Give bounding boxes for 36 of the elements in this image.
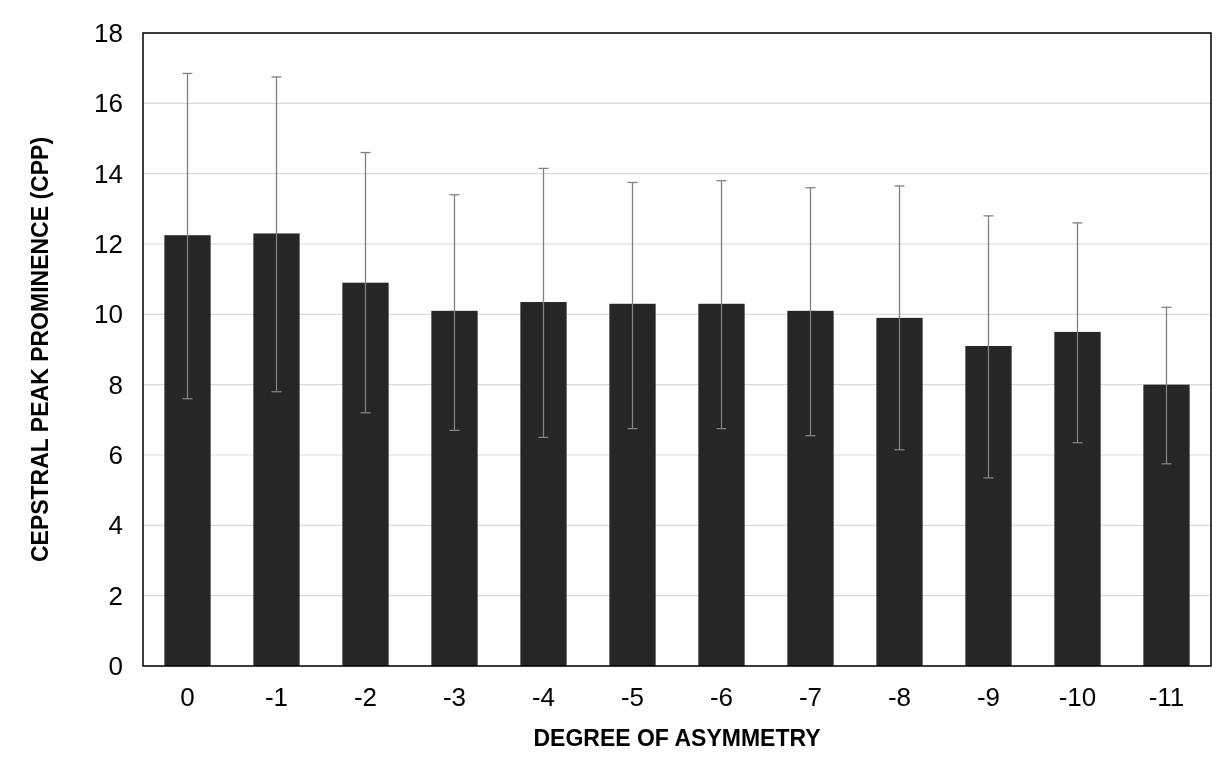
x-tick-label: -8 [887, 682, 912, 712]
x-tick-label: -2 [353, 682, 378, 712]
bar [609, 303, 656, 666]
x-axis-title: DEGREE OF ASYMMETRY [533, 725, 821, 751]
bar [876, 317, 923, 666]
bar [787, 310, 834, 666]
x-tick-label: -3 [442, 682, 467, 712]
bar [698, 303, 745, 666]
x-tick-label: -5 [620, 682, 645, 712]
y-tick-label: 2 [108, 580, 123, 611]
x-tick-label: -7 [798, 682, 823, 712]
x-tick-label: -11 [1148, 682, 1185, 712]
bar [431, 310, 478, 666]
y-tick-label: 0 [108, 651, 123, 681]
y-tick-label: 18 [94, 18, 123, 48]
bar [1143, 384, 1190, 666]
y-tick-label: 14 [94, 158, 123, 189]
bar [520, 302, 567, 666]
y-tick-label: 12 [94, 229, 123, 259]
x-tick-label: -10 [1058, 682, 1097, 712]
bar [253, 233, 300, 666]
bar [342, 282, 389, 666]
y-tick-label: 4 [108, 510, 123, 541]
y-axis-title: CEPSTRAL PEAK PROMINENCE (CPP) [27, 136, 53, 563]
bar [164, 235, 211, 666]
x-tick-label: -9 [976, 682, 1001, 712]
bar [1054, 331, 1101, 666]
x-tick-label: -1 [264, 682, 289, 712]
x-tick-label: 0 [180, 682, 195, 712]
x-tick-label: -6 [709, 682, 734, 712]
y-tick-label: 6 [108, 440, 123, 470]
y-tick-label: 10 [94, 299, 123, 330]
bar [965, 345, 1012, 666]
y-tick-label: 16 [94, 88, 123, 119]
y-tick-label: 8 [108, 369, 123, 400]
x-tick-label: -4 [531, 682, 556, 712]
